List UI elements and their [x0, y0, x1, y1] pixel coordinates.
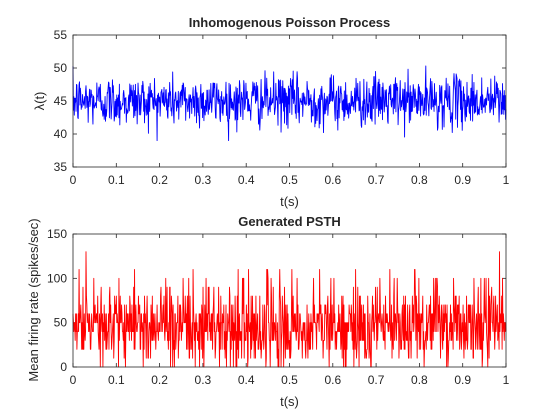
top-ytick-label: 35 [54, 160, 68, 174]
bottom-xtick-label: 0.5 [281, 373, 298, 387]
bottom-xtick-label: 0.9 [454, 373, 471, 387]
top-ytick-label: 40 [54, 127, 68, 141]
top-xtick-label: 0.5 [281, 173, 298, 187]
top-ytick-label: 50 [54, 61, 68, 75]
bottom-ylabel: Mean firing rate (spikes/sec) [26, 218, 41, 381]
top-xtick-label: 0.7 [368, 173, 385, 187]
bottom-ytick-label: 150 [47, 227, 67, 241]
bottom-xtick-label: 0.8 [411, 373, 428, 387]
top-xtick-label: 0.8 [411, 173, 428, 187]
top-ytick-label: 55 [54, 28, 68, 42]
bottom-xtick-label: 0.1 [108, 373, 125, 387]
top-xtick-label: 1 [503, 173, 510, 187]
top-xtick-label: 0.2 [151, 173, 168, 187]
top-xlabel: t(s) [280, 194, 299, 209]
top-chart-title: Inhomogenous Poisson Process [189, 15, 391, 30]
bottom-xtick-label: 0.4 [238, 373, 255, 387]
bottom-xtick-label: 0.6 [324, 373, 341, 387]
top-xtick-label: 0.1 [108, 173, 125, 187]
top-xtick-label: 0.6 [324, 173, 341, 187]
top-xtick-label: 0.9 [454, 173, 471, 187]
bottom-ytick-label: 50 [54, 316, 68, 330]
bottom-ytick-label: 0 [60, 360, 67, 374]
bottom-xtick-label: 0.2 [151, 373, 168, 387]
bottom-xtick-label: 0.7 [368, 373, 385, 387]
bottom-xlabel: t(s) [280, 394, 299, 409]
bottom-xtick-label: 1 [503, 373, 510, 387]
bottom-ytick-label: 100 [47, 271, 67, 285]
bottom-xtick-label: 0 [70, 373, 77, 387]
top-xtick-label: 0.3 [195, 173, 212, 187]
top-ytick-label: 45 [54, 94, 68, 108]
top-xtick-label: 0.4 [238, 173, 255, 187]
bottom-xtick-label: 0.3 [195, 373, 212, 387]
bottom-chart-title: Generated PSTH [238, 214, 341, 229]
top-xtick-label: 0 [70, 173, 77, 187]
top-ylabel: λ(t) [32, 92, 47, 111]
